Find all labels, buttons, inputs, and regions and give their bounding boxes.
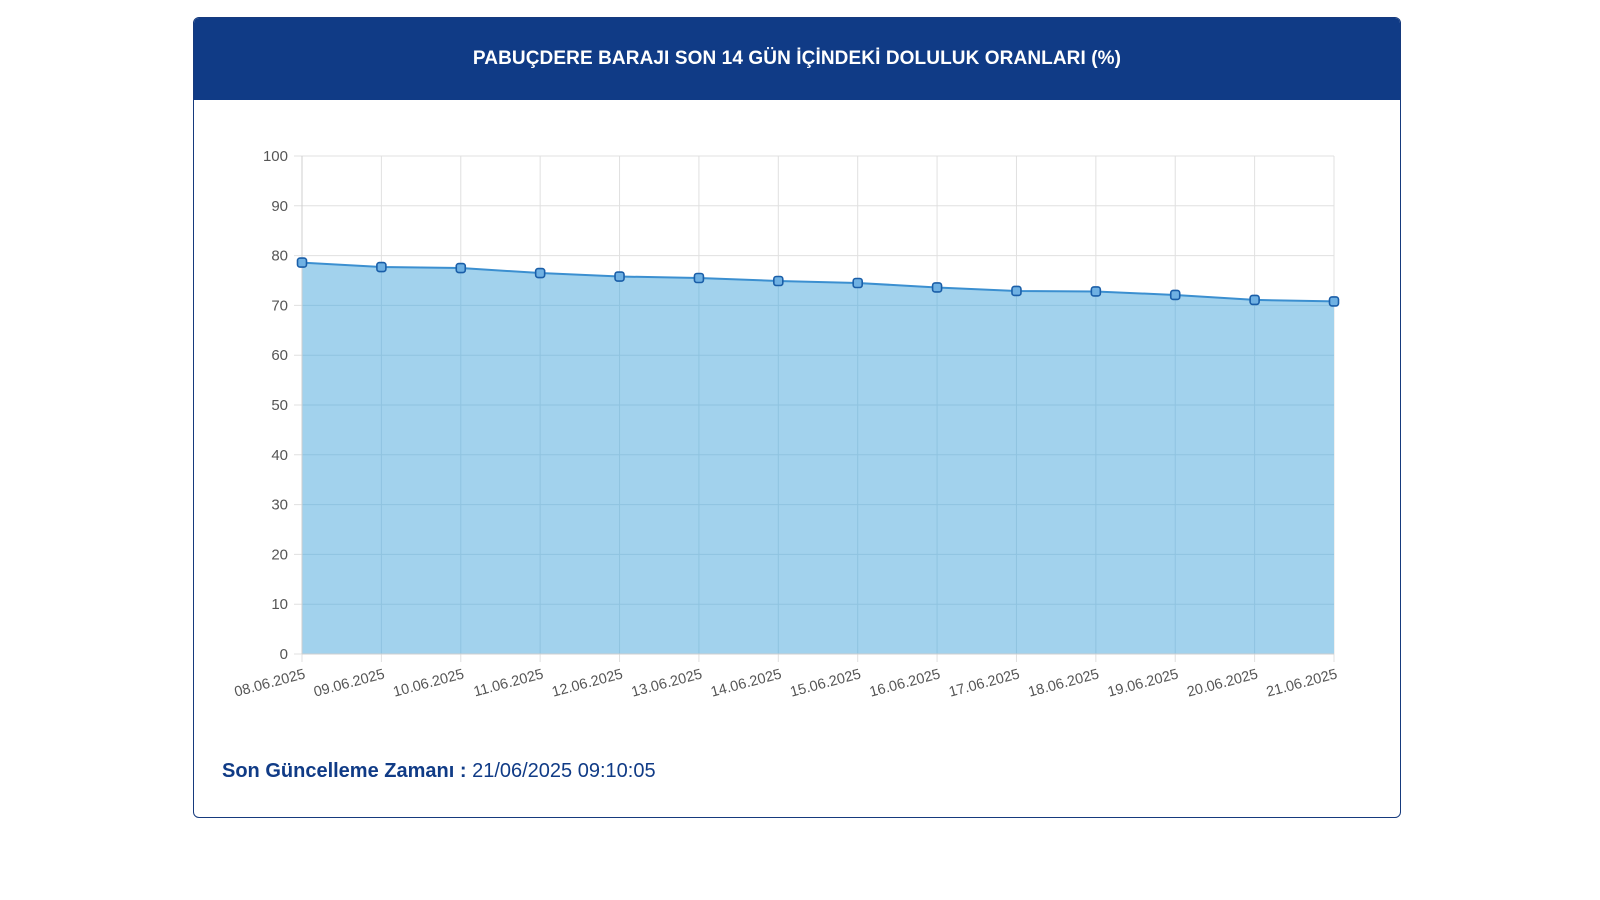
- data-point: [296, 257, 308, 268]
- data-point: [1249, 294, 1260, 306]
- chart-title: PABUÇDERE BARAJI SON 14 GÜN İÇİNDEKİ DOL…: [472, 48, 1122, 69]
- data-point: [693, 272, 705, 284]
- x-tick-label: 09.06.2025: [312, 666, 386, 700]
- y-tick-label: 80: [271, 248, 288, 265]
- x-tick-label: 17.06.2025: [947, 666, 1021, 700]
- x-tick-label: 08.06.2025: [233, 666, 307, 700]
- y-tick-label: 70: [271, 297, 288, 314]
- x-tick-label: 16.06.2025: [868, 666, 942, 700]
- data-point: [1011, 285, 1022, 297]
- data-point: [376, 261, 387, 273]
- x-tick-label: 18.06.2025: [1027, 666, 1101, 700]
- data-point: [1090, 286, 1102, 297]
- y-tick-label: 30: [271, 497, 288, 514]
- card-header: PABUÇDERE BARAJI SON 14 GÜN İÇİNDEKİ DOL…: [194, 18, 1400, 100]
- x-tick-label: 14.06.2025: [709, 666, 783, 700]
- x-tick-label: 20.06.2025: [1185, 666, 1259, 700]
- x-tick-label: 15.06.2025: [788, 666, 862, 700]
- chart-card: PABUÇDERE BARAJI SON 14 GÜN İÇİNDEKİ DOL…: [193, 17, 1401, 818]
- x-tick-label: 19.06.2025: [1106, 666, 1180, 700]
- last-update-label: Son Güncelleme Zamanı :: [222, 760, 467, 782]
- data-point: [534, 267, 546, 279]
- x-tick-label: 13.06.2025: [630, 666, 704, 700]
- last-update-value: 21/06/2025 09:10:05: [472, 760, 656, 782]
- data-point: [931, 282, 943, 293]
- y-tick-label: 40: [271, 447, 288, 464]
- x-tick-label: 21.06.2025: [1265, 666, 1339, 700]
- last-update: Son Güncelleme Zamanı : 21/06/2025 09:10…: [222, 760, 656, 783]
- y-tick-label: 60: [271, 347, 288, 364]
- y-tick-label: 10: [271, 596, 288, 613]
- x-tick-label: 12.06.2025: [550, 666, 624, 700]
- x-tick-label: 11.06.2025: [472, 666, 545, 700]
- series-area: [302, 262, 1334, 654]
- chart-area: 0 10 20 30 40 50 60 70 80 90 100 08.06.2025 09.06.20…: [194, 100, 1400, 720]
- data-point: [455, 262, 467, 274]
- y-tick-label: 0: [280, 646, 288, 663]
- x-tick-label: 10.06.2025: [392, 666, 466, 700]
- y-tick-label: 90: [271, 198, 288, 215]
- data-point: [773, 275, 784, 287]
- data-point: [1328, 296, 1340, 307]
- data-point: [852, 277, 863, 289]
- data-point: [614, 271, 625, 282]
- data-point: [1169, 289, 1181, 301]
- area-chart: 0 10 20 30 40 50 60 70 80 90 100 08.06.2025 09.06.20…: [233, 148, 1340, 701]
- y-tick-label: 20: [271, 546, 288, 563]
- series-line: [301, 261, 1335, 303]
- y-tick-label: 50: [271, 397, 288, 414]
- y-tick-label: 100: [263, 148, 288, 165]
